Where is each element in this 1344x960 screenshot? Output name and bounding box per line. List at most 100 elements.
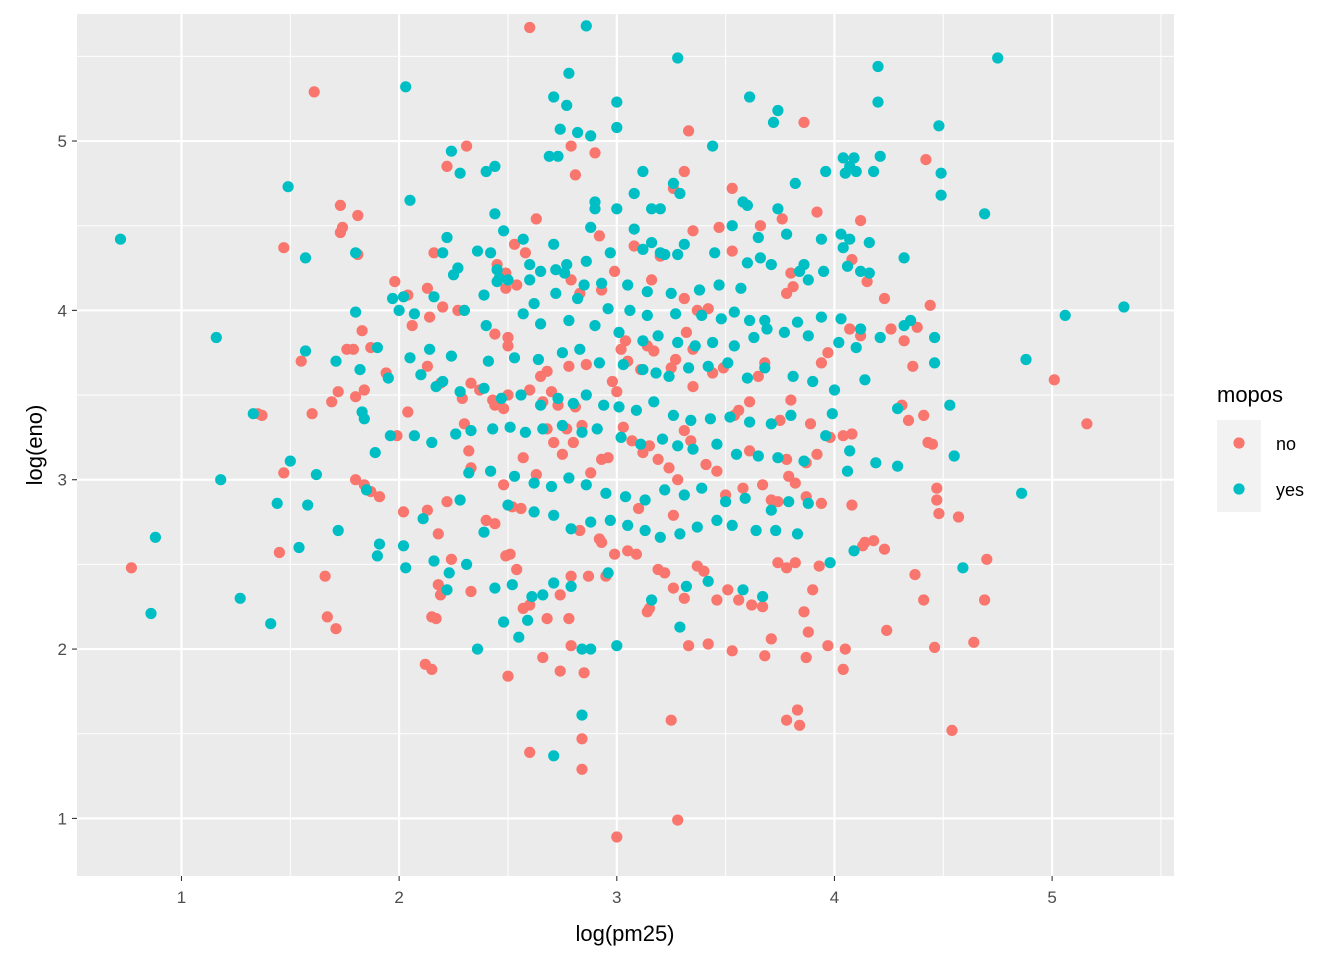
point-no <box>846 499 858 511</box>
point-no <box>426 663 438 676</box>
point-yes <box>844 445 856 457</box>
point-yes <box>637 364 649 376</box>
point-yes <box>572 292 584 305</box>
point-no <box>441 496 453 508</box>
point-yes <box>748 331 760 344</box>
point-no <box>319 570 331 582</box>
point-yes <box>741 257 754 269</box>
point-no <box>881 624 893 637</box>
point-yes <box>445 145 457 157</box>
point-no <box>465 585 477 598</box>
point-yes <box>933 120 945 132</box>
point-yes <box>585 130 597 142</box>
point-yes <box>454 386 466 398</box>
point-yes <box>787 370 799 382</box>
point-no <box>789 477 801 489</box>
point-no <box>421 360 433 372</box>
y-axis: 1 2 3 4 5 <box>58 132 77 828</box>
point-yes <box>149 531 161 543</box>
point-yes <box>652 330 664 342</box>
point-yes <box>580 389 592 401</box>
legend-label-no: no <box>1276 434 1296 454</box>
point-no <box>567 436 579 449</box>
y-axis-title: log(eno) <box>22 405 47 486</box>
point-no <box>565 640 577 652</box>
point-no <box>646 274 658 286</box>
point-yes <box>678 238 690 250</box>
point-yes <box>693 284 706 296</box>
point-yes <box>515 389 527 401</box>
point-no <box>837 430 849 442</box>
point-no <box>565 140 577 152</box>
point-yes <box>680 580 693 593</box>
point-no <box>813 560 825 572</box>
point-yes <box>215 474 227 486</box>
point-no <box>611 386 623 398</box>
point-yes <box>495 392 507 404</box>
point-yes <box>874 331 886 344</box>
point-no <box>726 182 738 194</box>
point-no <box>698 565 710 577</box>
point-yes <box>1020 353 1032 366</box>
point-no <box>358 384 370 396</box>
point-yes <box>611 203 623 215</box>
point-yes <box>713 279 725 291</box>
point-yes <box>654 531 666 543</box>
point-yes <box>602 303 614 315</box>
point-no <box>868 535 880 547</box>
point-no <box>931 482 943 494</box>
point-no <box>765 633 777 645</box>
point-no <box>511 279 523 291</box>
point-yes <box>944 399 956 411</box>
point-no <box>670 353 682 366</box>
point-no <box>683 125 695 137</box>
point-yes <box>332 524 344 537</box>
point-yes <box>611 121 623 134</box>
point-yes <box>772 452 784 464</box>
point-no <box>667 509 680 521</box>
point-yes <box>759 314 771 327</box>
point-yes <box>761 323 773 335</box>
point-yes <box>373 538 386 550</box>
point-no <box>256 409 268 421</box>
point-yes <box>441 231 453 244</box>
point-yes <box>580 20 592 32</box>
point-yes <box>428 555 440 567</box>
point-yes <box>622 279 634 291</box>
point-yes <box>802 274 814 286</box>
point-no <box>397 506 410 518</box>
point-yes <box>400 562 412 574</box>
point-yes <box>580 479 592 491</box>
point-no <box>517 452 529 464</box>
point-yes <box>450 428 462 440</box>
point-no <box>480 514 492 527</box>
point-no <box>308 86 320 98</box>
point-yes <box>604 247 616 259</box>
point-yes <box>807 375 819 388</box>
point-no <box>663 462 675 474</box>
point-no <box>511 563 523 576</box>
point-no <box>576 733 588 745</box>
point-no <box>946 724 958 737</box>
point-yes <box>489 160 501 172</box>
x-tick-label: 5 <box>1047 888 1056 907</box>
point-no <box>502 340 514 352</box>
point-no <box>907 360 919 372</box>
point-yes <box>839 167 851 179</box>
point-yes <box>759 362 771 374</box>
point-no <box>273 546 285 559</box>
point-no <box>659 567 671 579</box>
point-no <box>839 643 851 655</box>
point-no <box>589 147 601 159</box>
point-yes <box>704 413 717 425</box>
point-yes <box>600 487 612 499</box>
point-yes <box>728 306 740 318</box>
point-yes <box>114 233 127 245</box>
point-yes <box>397 291 410 303</box>
point-yes <box>354 364 366 376</box>
point-no <box>537 651 549 664</box>
point-no <box>356 325 368 337</box>
point-yes <box>371 342 383 354</box>
point-no <box>125 562 137 574</box>
point-no <box>687 225 699 237</box>
